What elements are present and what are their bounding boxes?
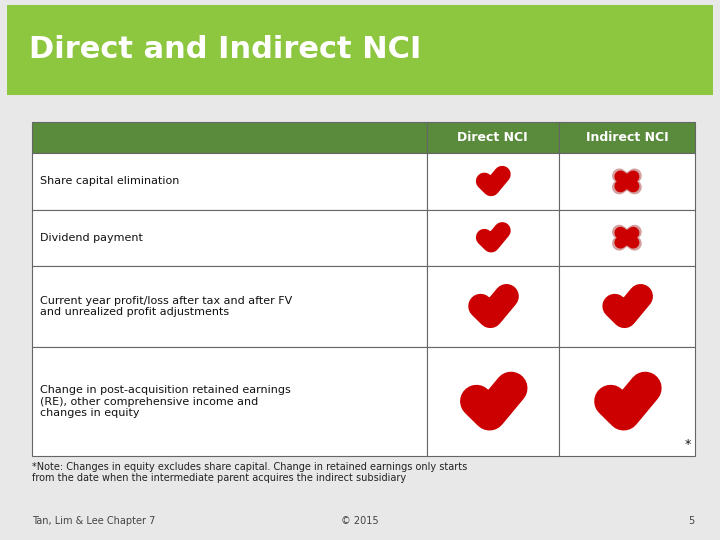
Text: Direct NCI: Direct NCI	[457, 131, 528, 144]
Text: 5: 5	[688, 516, 695, 526]
Bar	[7, 5, 713, 94]
Bar	[426, 122, 559, 153]
Bar	[559, 347, 695, 456]
Bar	[32, 122, 426, 153]
Text: Share capital elimination: Share capital elimination	[40, 177, 179, 186]
Text: Direct and Indirect NCI: Direct and Indirect NCI	[29, 36, 421, 64]
Bar	[32, 266, 426, 347]
Text: Tan, Lim & Lee Chapter 7: Tan, Lim & Lee Chapter 7	[32, 516, 156, 526]
Bar	[559, 210, 695, 266]
Bar	[32, 347, 426, 456]
Text: Indirect NCI: Indirect NCI	[585, 131, 668, 144]
Text: *: *	[685, 438, 691, 451]
Bar	[426, 210, 559, 266]
Bar	[32, 210, 426, 266]
Bar	[32, 153, 426, 210]
Bar	[426, 266, 559, 347]
Bar	[559, 153, 695, 210]
Bar	[426, 347, 559, 456]
Text: Current year profit/loss after tax and after FV
and unrealized profit adjustment: Current year profit/loss after tax and a…	[40, 296, 292, 318]
Text: © 2015: © 2015	[341, 516, 379, 526]
Bar	[559, 122, 695, 153]
Bar	[426, 153, 559, 210]
Text: Change in post-acquisition retained earnings
(RE), other comprehensive income an: Change in post-acquisition retained earn…	[40, 385, 290, 418]
Text: *Note: Changes in equity excludes share capital. Change in retained earnings onl: *Note: Changes in equity excludes share …	[32, 462, 468, 483]
Bar	[559, 266, 695, 347]
Text: Dividend payment: Dividend payment	[40, 233, 143, 242]
